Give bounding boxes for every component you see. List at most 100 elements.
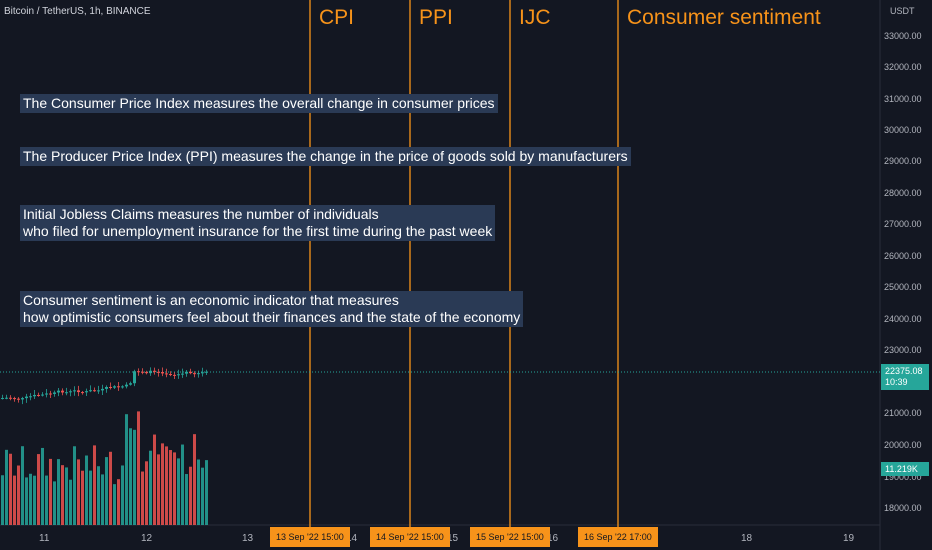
volume-bar — [1, 475, 4, 525]
price-tick: 33000.00 — [884, 31, 922, 41]
volume-bar — [197, 459, 200, 525]
volume-bar — [33, 475, 36, 525]
candle-body — [41, 394, 44, 396]
candle-body — [61, 390, 64, 393]
volume-bar — [145, 461, 148, 525]
volume-bar — [77, 459, 80, 525]
price-tick: 20000.00 — [884, 440, 922, 450]
volume-bar — [69, 479, 72, 525]
candle-body — [33, 394, 36, 397]
candle-body — [49, 393, 52, 395]
candle-body — [157, 371, 160, 373]
candle-body — [5, 397, 8, 399]
note-ppi[interactable]: The Producer Price Index (PPI) measures … — [20, 147, 631, 166]
candle-body — [21, 398, 24, 400]
volume-bar — [173, 452, 176, 525]
volume-bar — [25, 477, 28, 525]
candle-body — [117, 386, 120, 388]
candle-body — [121, 386, 124, 388]
candle-body — [185, 371, 188, 374]
volume-bar — [177, 458, 180, 525]
event-label-ijc: IJC — [519, 6, 551, 29]
candle-body — [77, 390, 80, 393]
candle-body — [25, 396, 28, 399]
note-line: Consumer sentiment is an economic indica… — [23, 292, 399, 308]
volume-bar — [65, 467, 68, 525]
time-tick: 14 — [346, 533, 358, 544]
volume-bar — [113, 484, 116, 525]
time-tick: 12 — [141, 533, 153, 544]
candle-body — [197, 373, 200, 375]
volume-bar — [45, 475, 48, 525]
volume-bar — [169, 450, 172, 525]
candle-body — [69, 391, 72, 393]
price-tick: 23000.00 — [884, 345, 922, 355]
event-label-cpi: CPI — [319, 6, 355, 29]
volume-bar — [89, 470, 92, 525]
candle-body — [29, 396, 32, 398]
candle-body — [13, 398, 16, 400]
candle-body — [85, 391, 88, 393]
event-date-ppi: 14 Sep '22 15:00 — [370, 527, 450, 547]
candle-body — [173, 374, 176, 376]
volume-bar — [125, 414, 128, 525]
volume-bar — [57, 459, 60, 525]
candle-body — [169, 374, 172, 376]
volume-bar — [85, 455, 88, 525]
candle-body — [125, 384, 128, 387]
price-tick: 27000.00 — [884, 219, 922, 229]
volume-bar — [97, 466, 100, 525]
note-line: Initial Jobless Claims measures the numb… — [23, 206, 379, 222]
price-tick: 18000.00 — [884, 503, 922, 513]
candle-body — [149, 370, 152, 374]
volume-bar — [117, 479, 120, 525]
note-ijc[interactable]: Initial Jobless Claims measures the numb… — [20, 205, 496, 241]
note-cpi[interactable]: The Consumer Price Index measures the ov… — [20, 94, 498, 113]
price-tick: 25000.00 — [884, 282, 922, 292]
volume-bar — [161, 443, 164, 525]
volume-bar — [129, 428, 132, 525]
candle-body — [57, 390, 60, 393]
time-tick: 11 — [39, 533, 50, 544]
event-date-ijc: 15 Sep '22 15:00 — [470, 527, 550, 547]
volume-bar — [121, 465, 124, 525]
volume-bar — [157, 454, 160, 525]
price-tick: 24000.00 — [884, 314, 922, 324]
last-price-badge: 22375.08 10:39 — [881, 364, 929, 390]
volume-bar — [201, 467, 204, 525]
candle-body — [161, 372, 164, 374]
candle-body — [65, 392, 68, 394]
price-axis-unit[interactable]: USDT — [890, 6, 915, 16]
volume-bar — [153, 434, 156, 525]
candle-body — [17, 398, 20, 400]
candle-body — [189, 371, 192, 374]
volume-bar — [93, 445, 96, 525]
candle-body — [109, 386, 112, 388]
symbol-title[interactable]: Bitcoin / TetherUS, 1h, BINANCE — [4, 6, 151, 17]
volume-bar — [205, 460, 208, 525]
price-tick: 29000.00 — [884, 156, 922, 166]
volume-bar — [41, 447, 44, 525]
candle-body — [45, 393, 48, 395]
candle-body — [137, 371, 140, 373]
candle-body — [9, 397, 12, 399]
volume-bar — [21, 446, 24, 525]
volume-bar — [53, 481, 56, 525]
time-tick: 19 — [843, 533, 855, 544]
event-label-ppi: PPI — [419, 6, 453, 29]
candle-body — [81, 392, 84, 394]
volume-bar — [189, 466, 192, 525]
volume-bar — [37, 454, 40, 525]
volume-bar — [49, 458, 52, 525]
time-tick: 15 — [447, 533, 459, 544]
volume-bar — [185, 474, 188, 525]
volume-bar — [61, 465, 64, 525]
candle-body — [145, 372, 148, 374]
price-tick: 30000.00 — [884, 125, 922, 135]
event-date-cpi: 13 Sep '22 15:00 — [270, 527, 350, 547]
candle-body — [93, 390, 96, 392]
note-consumer-sentiment[interactable]: Consumer sentiment is an economic indica… — [20, 291, 524, 327]
volume-bar — [81, 470, 84, 525]
